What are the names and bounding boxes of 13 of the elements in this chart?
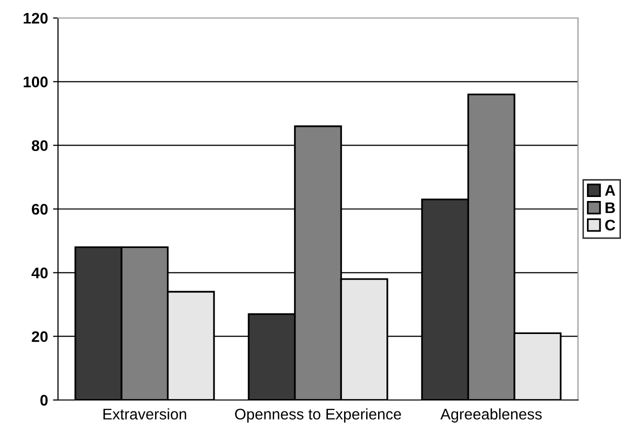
- y-tick-label: 120: [24, 12, 48, 24]
- x-tick-label: Extraversion: [103, 408, 186, 420]
- y-tick-label: 40: [32, 268, 48, 278]
- y-tick-label: 60: [32, 204, 48, 215]
- y-tick-label: 20: [32, 331, 48, 342]
- x-tick-label: Openness to Experience: [235, 408, 401, 423]
- legend-label: B: [606, 202, 615, 213]
- x-tick-label: Agreeableness: [440, 408, 542, 423]
- legend-label: C: [605, 220, 616, 231]
- y-tick-label: 0: [40, 394, 48, 406]
- y-tick-label: 100: [24, 76, 48, 88]
- y-tick-label: 80: [32, 140, 48, 152]
- legend-label: A: [604, 185, 616, 196]
